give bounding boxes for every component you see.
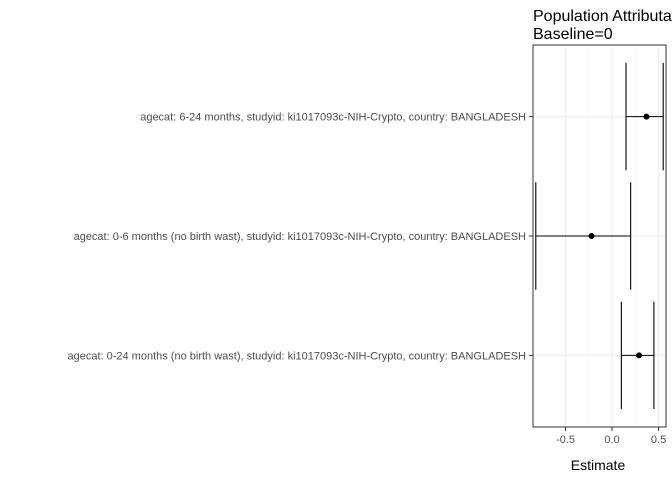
y-tick-label: agecat: 6-24 months, studyid: ki1017093c… (140, 112, 526, 124)
estimate-point (643, 113, 650, 120)
x-tick-label: 0.0 (604, 434, 619, 446)
estimate-point (636, 352, 643, 359)
x-tick-label: 0.5 (651, 434, 666, 446)
chart-title-line-2: Baseline=0 (533, 26, 613, 43)
x-axis-title: Estimate (571, 457, 626, 473)
estimate-point (588, 233, 595, 239)
x-tick-label: -0.5 (556, 434, 575, 446)
estimate-marks (535, 62, 664, 410)
x-axis: -0.5 0.0 0.5 (556, 427, 666, 446)
y-tick-label: agecat: 0-6 months (no birth wast), stud… (74, 231, 526, 243)
y-axis: agecat: 6-24 months, studyid: ki1017093c… (67, 112, 533, 362)
y-tick-label: agecat: 0-24 months (no birth wast), stu… (67, 350, 526, 362)
chart-title-line-1: Population Attributable Difference (533, 8, 672, 25)
